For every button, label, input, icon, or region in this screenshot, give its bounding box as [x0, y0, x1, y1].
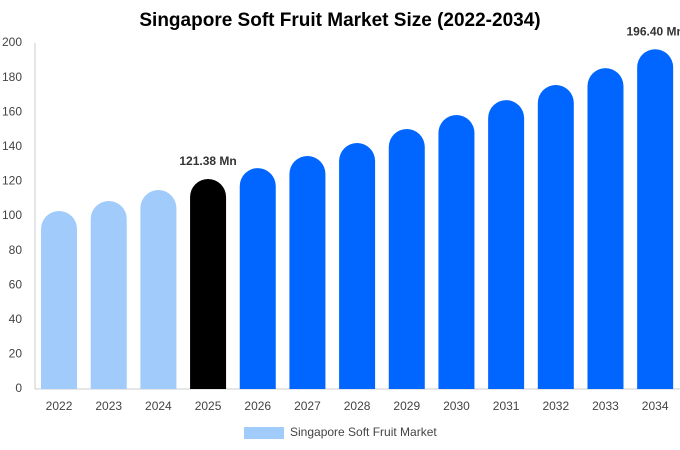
bar [488, 100, 525, 390]
bar [537, 85, 574, 389]
bar [637, 49, 674, 389]
y-tick-label: 160 [2, 104, 22, 118]
bar [239, 168, 276, 389]
x-tick-label: 2031 [493, 399, 520, 413]
x-tick-label: 2022 [46, 399, 73, 413]
value-label: 196.40 Mn [626, 24, 680, 38]
y-tick-label: 140 [2, 139, 22, 153]
x-tick-label: 2030 [443, 399, 470, 413]
bar [388, 128, 425, 389]
bar [41, 210, 78, 389]
chart-title: Singapore Soft Fruit Market Size (2022-2… [139, 10, 540, 31]
y-tick-label: 60 [9, 277, 23, 291]
bar [190, 179, 227, 389]
y-tick-label: 20 [9, 347, 23, 361]
y-tick-label: 40 [9, 312, 23, 326]
x-tick-label: 2024 [145, 399, 172, 413]
bar [90, 200, 127, 389]
y-tick-label: 180 [2, 70, 22, 84]
x-tick-label: 2032 [542, 399, 569, 413]
y-tick-label: 200 [2, 35, 22, 49]
bar [339, 142, 376, 389]
y-tick-label: 0 [15, 381, 22, 395]
x-tick-label: 2034 [642, 399, 669, 413]
x-tick-label: 2029 [393, 399, 420, 413]
x-tick-label: 2026 [244, 399, 271, 413]
bar [140, 190, 177, 389]
x-tick-label: 2025 [195, 399, 222, 413]
legend-label: Singapore Soft Fruit Market [290, 425, 437, 439]
x-tick-label: 2033 [592, 399, 619, 413]
legend-swatch [244, 427, 284, 439]
bar [438, 114, 475, 389]
x-tick-label: 2028 [344, 399, 371, 413]
bar [587, 68, 624, 390]
x-tick-label: 2023 [95, 399, 122, 413]
x-tick-label: 2027 [294, 399, 321, 413]
bar [289, 155, 326, 389]
y-tick-label: 80 [9, 243, 23, 257]
value-label: 121.38 Mn [179, 154, 236, 168]
y-tick-label: 120 [2, 174, 22, 188]
y-tick-label: 100 [2, 208, 22, 222]
